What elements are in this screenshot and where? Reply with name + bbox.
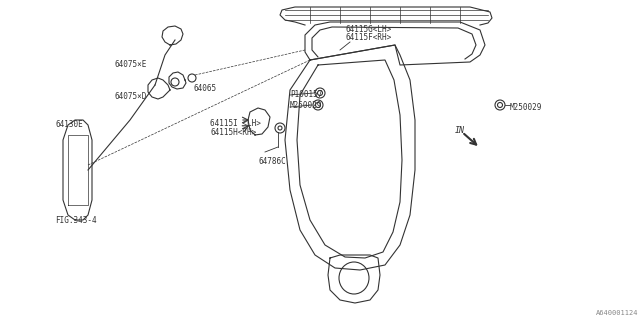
Text: 64115H<RH>: 64115H<RH> bbox=[210, 128, 256, 137]
Text: 64075×D: 64075×D bbox=[115, 92, 147, 101]
Text: 64115G<LH>: 64115G<LH> bbox=[345, 25, 391, 34]
Text: FIG.343-4: FIG.343-4 bbox=[55, 216, 97, 225]
Text: A640001124: A640001124 bbox=[595, 310, 638, 316]
Text: P100157: P100157 bbox=[290, 90, 323, 99]
Text: 64075×E: 64075×E bbox=[115, 60, 147, 69]
Text: IN: IN bbox=[455, 126, 465, 135]
Text: 64130E: 64130E bbox=[55, 120, 83, 129]
Text: 64115I <LH>: 64115I <LH> bbox=[210, 119, 261, 128]
Text: M250029: M250029 bbox=[290, 101, 323, 110]
Text: 64065: 64065 bbox=[193, 84, 216, 93]
Text: M250029: M250029 bbox=[510, 103, 542, 112]
Text: 64115F<RH>: 64115F<RH> bbox=[345, 33, 391, 42]
Text: 64786C: 64786C bbox=[258, 157, 285, 166]
